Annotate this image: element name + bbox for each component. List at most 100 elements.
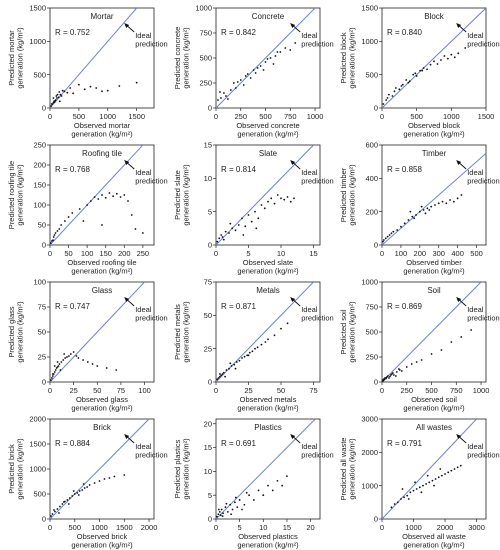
data-point bbox=[250, 220, 253, 223]
data-point bbox=[430, 353, 433, 355]
y-axis-label: Predicted plasticsgeneration (kg/m²) bbox=[173, 438, 191, 500]
y-tick-label: 500 bbox=[33, 70, 46, 79]
x-tick-label: 5 bbox=[246, 249, 250, 258]
data-point bbox=[279, 51, 282, 53]
data-point bbox=[430, 205, 433, 208]
data-point bbox=[293, 197, 295, 200]
x-tick-label: 0 bbox=[380, 112, 384, 121]
data-point bbox=[387, 375, 389, 377]
data-point bbox=[420, 491, 423, 494]
panel-title: Block bbox=[424, 12, 445, 21]
ideal-prediction-line bbox=[382, 8, 486, 108]
x-tick-label: 15 bbox=[283, 523, 291, 532]
data-point bbox=[456, 466, 459, 469]
ideal-prediction-line bbox=[50, 8, 138, 108]
data-point bbox=[59, 93, 62, 96]
y-tick-label: 1000 bbox=[361, 278, 378, 287]
data-point bbox=[415, 75, 418, 77]
x-tick-label: 200 bbox=[118, 249, 131, 258]
data-points bbox=[216, 194, 295, 243]
y-tick-label: 1500 bbox=[29, 440, 46, 449]
y-tick-label: 75 bbox=[204, 278, 212, 287]
data-point bbox=[63, 220, 66, 222]
data-point bbox=[418, 210, 421, 213]
panel-title: Plastics bbox=[254, 423, 282, 432]
data-point bbox=[221, 236, 224, 238]
data-point bbox=[56, 361, 59, 363]
r-value-label: R = 0.842 bbox=[221, 28, 256, 37]
data-point bbox=[405, 79, 408, 81]
data-point bbox=[241, 217, 243, 220]
data-point bbox=[93, 482, 96, 484]
data-point bbox=[66, 356, 68, 358]
data-point bbox=[262, 69, 265, 71]
data-point bbox=[267, 484, 269, 487]
data-point bbox=[108, 477, 111, 479]
data-points bbox=[382, 47, 467, 105]
data-point bbox=[276, 51, 279, 53]
annotation-arrowhead bbox=[124, 160, 130, 165]
data-point bbox=[392, 374, 395, 376]
data-point bbox=[76, 492, 79, 494]
data-point bbox=[52, 239, 54, 242]
panel-title: Roofing tile bbox=[82, 149, 123, 158]
data-point bbox=[238, 499, 241, 501]
data-point bbox=[83, 487, 86, 489]
data-point bbox=[50, 379, 52, 381]
data-point bbox=[382, 240, 384, 243]
data-point bbox=[239, 79, 242, 81]
y-tick-label: 250 bbox=[33, 141, 46, 150]
data-point bbox=[229, 362, 232, 365]
annotation-arrowhead bbox=[456, 160, 462, 165]
y-tick-label: 500 bbox=[365, 70, 378, 79]
panel-title: Soil bbox=[427, 286, 441, 295]
data-point bbox=[86, 204, 89, 206]
data-point bbox=[113, 475, 116, 478]
data-point bbox=[428, 481, 431, 484]
y-tick-label: 750 bbox=[365, 303, 378, 312]
plot-frame bbox=[49, 281, 155, 383]
x-tick-label: 0 bbox=[48, 386, 52, 395]
data-point bbox=[286, 475, 288, 478]
data-point bbox=[72, 351, 75, 353]
x-tick-label: 25 bbox=[244, 386, 252, 395]
x-tick-label: 500 bbox=[259, 112, 272, 121]
data-point bbox=[82, 483, 85, 485]
data-point bbox=[219, 514, 222, 517]
data-point bbox=[245, 491, 248, 494]
data-point bbox=[244, 75, 247, 77]
data-point bbox=[86, 361, 89, 363]
data-point bbox=[53, 100, 55, 103]
y-tick-label: 0 bbox=[42, 241, 46, 250]
data-points bbox=[216, 475, 288, 518]
data-point bbox=[426, 68, 428, 71]
x-axis-label: Observed all waste generation (kg/m²) bbox=[402, 532, 466, 550]
data-point bbox=[241, 508, 243, 511]
x-tick-label: 750 bbox=[284, 112, 297, 121]
plot-frame bbox=[381, 281, 487, 383]
data-point bbox=[260, 343, 263, 346]
data-point bbox=[73, 493, 76, 495]
annotation-label: Ideal prediction bbox=[301, 168, 334, 186]
data-point bbox=[453, 468, 456, 470]
data-point bbox=[412, 73, 415, 76]
y-tick-label: 2000 bbox=[29, 415, 46, 424]
data-point bbox=[115, 369, 118, 371]
x-tick-label: 3000 bbox=[468, 523, 485, 532]
data-point bbox=[254, 72, 257, 74]
data-point bbox=[390, 506, 393, 509]
data-point bbox=[444, 473, 446, 475]
ideal-prediction-line bbox=[216, 282, 314, 382]
y-tick-label: 250 bbox=[199, 79, 212, 88]
data-point bbox=[383, 378, 386, 381]
plot-frame bbox=[49, 7, 155, 109]
data-point bbox=[72, 490, 75, 492]
data-point bbox=[385, 99, 388, 101]
data-point bbox=[425, 483, 428, 485]
annotation-label: Ideal prediction bbox=[467, 31, 500, 49]
data-point bbox=[229, 503, 232, 506]
data-point bbox=[450, 53, 453, 56]
data-point bbox=[447, 471, 450, 474]
y-tick-label: 50 bbox=[38, 221, 46, 230]
